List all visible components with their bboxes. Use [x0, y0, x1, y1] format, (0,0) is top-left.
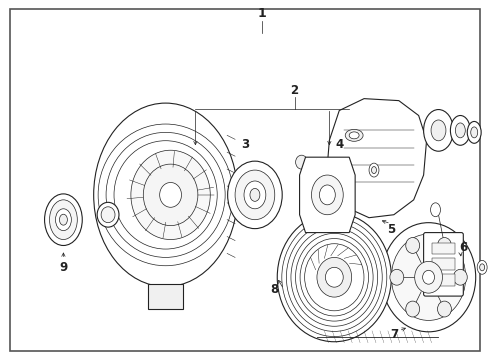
Ellipse shape [392, 234, 466, 320]
Text: 7: 7 [390, 328, 398, 341]
Ellipse shape [319, 185, 335, 205]
Text: 9: 9 [59, 261, 68, 274]
Ellipse shape [235, 170, 275, 220]
Ellipse shape [277, 213, 392, 342]
Ellipse shape [49, 200, 77, 239]
Ellipse shape [345, 129, 363, 141]
Ellipse shape [438, 301, 451, 317]
Ellipse shape [55, 209, 72, 231]
Text: 5: 5 [387, 223, 395, 236]
Ellipse shape [450, 116, 470, 145]
Ellipse shape [101, 207, 115, 223]
Bar [432, 274, 455, 286]
Ellipse shape [381, 223, 476, 332]
Text: 2: 2 [291, 84, 299, 97]
Bar [432, 258, 455, 270]
Ellipse shape [424, 109, 453, 151]
Ellipse shape [228, 161, 282, 229]
Text: 3: 3 [241, 138, 249, 151]
Text: 1: 1 [257, 7, 266, 20]
Ellipse shape [295, 155, 308, 169]
Ellipse shape [94, 103, 238, 287]
Ellipse shape [349, 132, 359, 139]
Polygon shape [327, 99, 427, 218]
Ellipse shape [325, 267, 343, 287]
Ellipse shape [369, 163, 379, 177]
Ellipse shape [371, 167, 376, 174]
Ellipse shape [431, 120, 446, 141]
Ellipse shape [431, 203, 441, 217]
Polygon shape [148, 284, 183, 309]
Ellipse shape [477, 260, 487, 274]
Polygon shape [299, 157, 355, 233]
Ellipse shape [406, 238, 419, 253]
Ellipse shape [250, 188, 260, 201]
Ellipse shape [415, 261, 442, 293]
Ellipse shape [160, 183, 181, 207]
Text: 6: 6 [459, 241, 467, 254]
Text: 4: 4 [335, 138, 343, 151]
Ellipse shape [312, 175, 343, 215]
Ellipse shape [480, 264, 485, 271]
Bar [432, 243, 455, 255]
Ellipse shape [390, 269, 404, 285]
Ellipse shape [438, 238, 451, 253]
Ellipse shape [471, 127, 478, 138]
Ellipse shape [244, 181, 266, 209]
Ellipse shape [97, 202, 119, 227]
Text: 8: 8 [270, 283, 279, 296]
Ellipse shape [317, 257, 352, 297]
Ellipse shape [422, 270, 435, 284]
Ellipse shape [453, 269, 467, 285]
Ellipse shape [59, 214, 68, 225]
Ellipse shape [406, 301, 419, 317]
Ellipse shape [467, 121, 481, 143]
Ellipse shape [455, 123, 466, 138]
Ellipse shape [131, 150, 210, 239]
Ellipse shape [143, 164, 198, 226]
FancyBboxPatch shape [424, 233, 464, 296]
Ellipse shape [45, 194, 82, 246]
